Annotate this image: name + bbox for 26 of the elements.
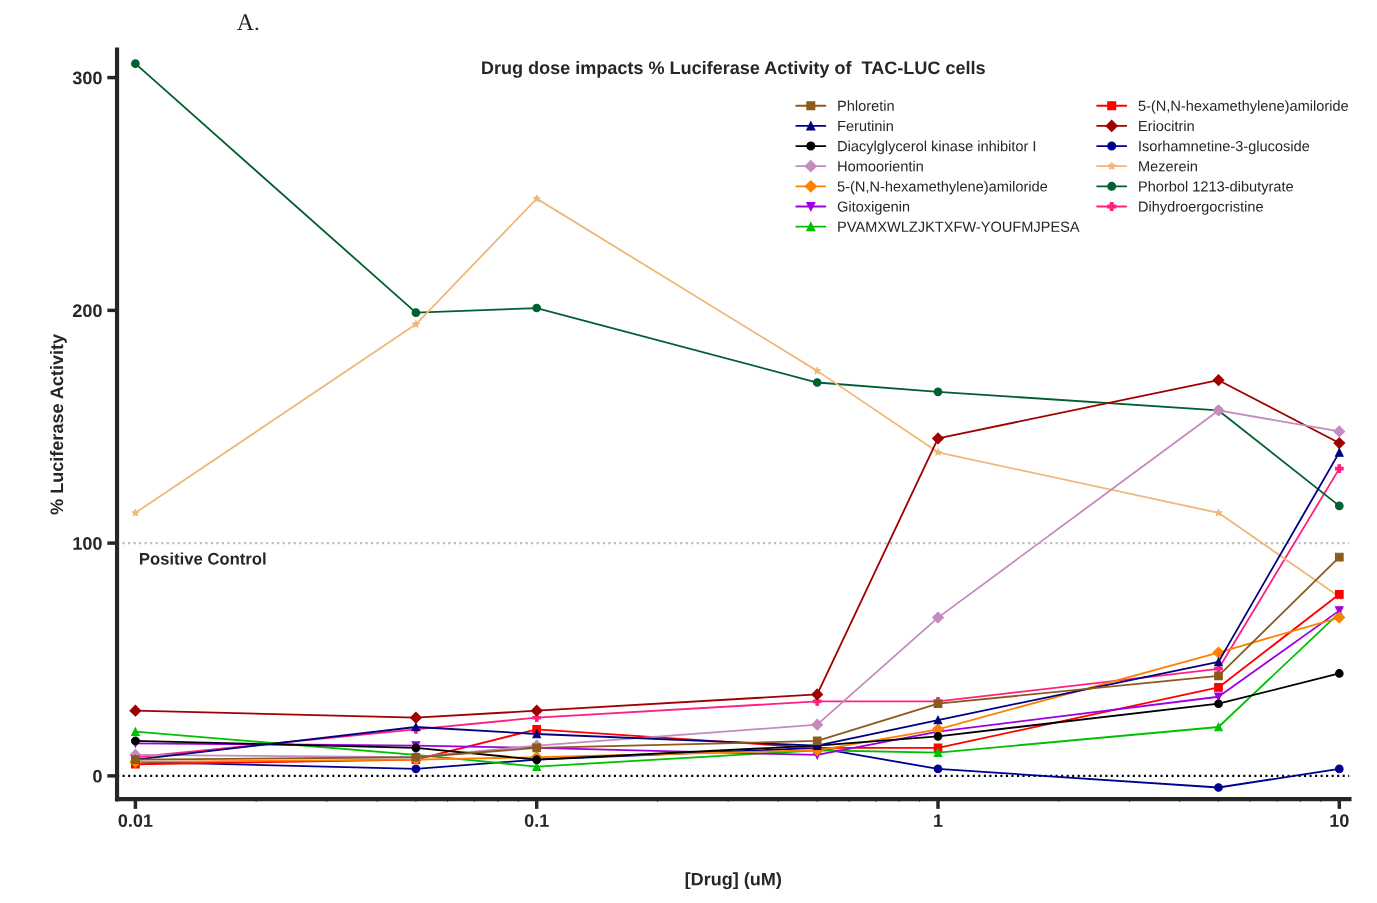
legend-label: Isorhamnetine-3-glucoside: [1139, 140, 1310, 155]
legend-label: Eriocitrin: [1139, 120, 1194, 132]
y-tick-label: 200: [72, 304, 102, 318]
x-tick-label: 0.01: [118, 814, 153, 827]
text: Drug dose impacts % Luciferase Activity of TAC-LUC cells: [482, 60, 985, 78]
y-tick-label: 300: [72, 71, 102, 85]
x-tick-label: 0.1: [524, 814, 549, 827]
legend-label: Phloretin: [838, 100, 894, 111]
y-tick-label: 0: [93, 769, 102, 783]
x-tick-label: 10: [1330, 814, 1349, 827]
legend-label: Mezerein: [1139, 160, 1197, 172]
legend-label: Diacylglycerol kinase inhibitor I: [838, 140, 1036, 155]
legend-label: Gitoxigenin: [837, 201, 910, 215]
legend-label: Homoorientin: [838, 160, 923, 172]
legend-label: 5-(N,N-hexamethylene)amiloride: [1138, 100, 1349, 114]
x-tick-label: 1: [934, 814, 943, 827]
legend-label: Ferutinin: [838, 120, 893, 132]
legend-label: PVAMXWLZJKTXFW-YOUFMJPESA: [838, 221, 1080, 232]
ref-line-label: Positive Control: [139, 552, 266, 565]
legend-label: Phorbol 1213-dibutyrate: [1139, 180, 1293, 195]
legend-label: 5-(N,N-hexamethylene)amiloride: [837, 180, 1048, 195]
legend-label: Dihydroergocristine: [1139, 201, 1263, 215]
text: A.: [237, 14, 259, 31]
y-axis-title: % Luciferase Activity: [49, 334, 67, 515]
y-tick-label: 100: [73, 537, 102, 550]
x-axis-title: [Drug] (uM): [685, 872, 781, 890]
